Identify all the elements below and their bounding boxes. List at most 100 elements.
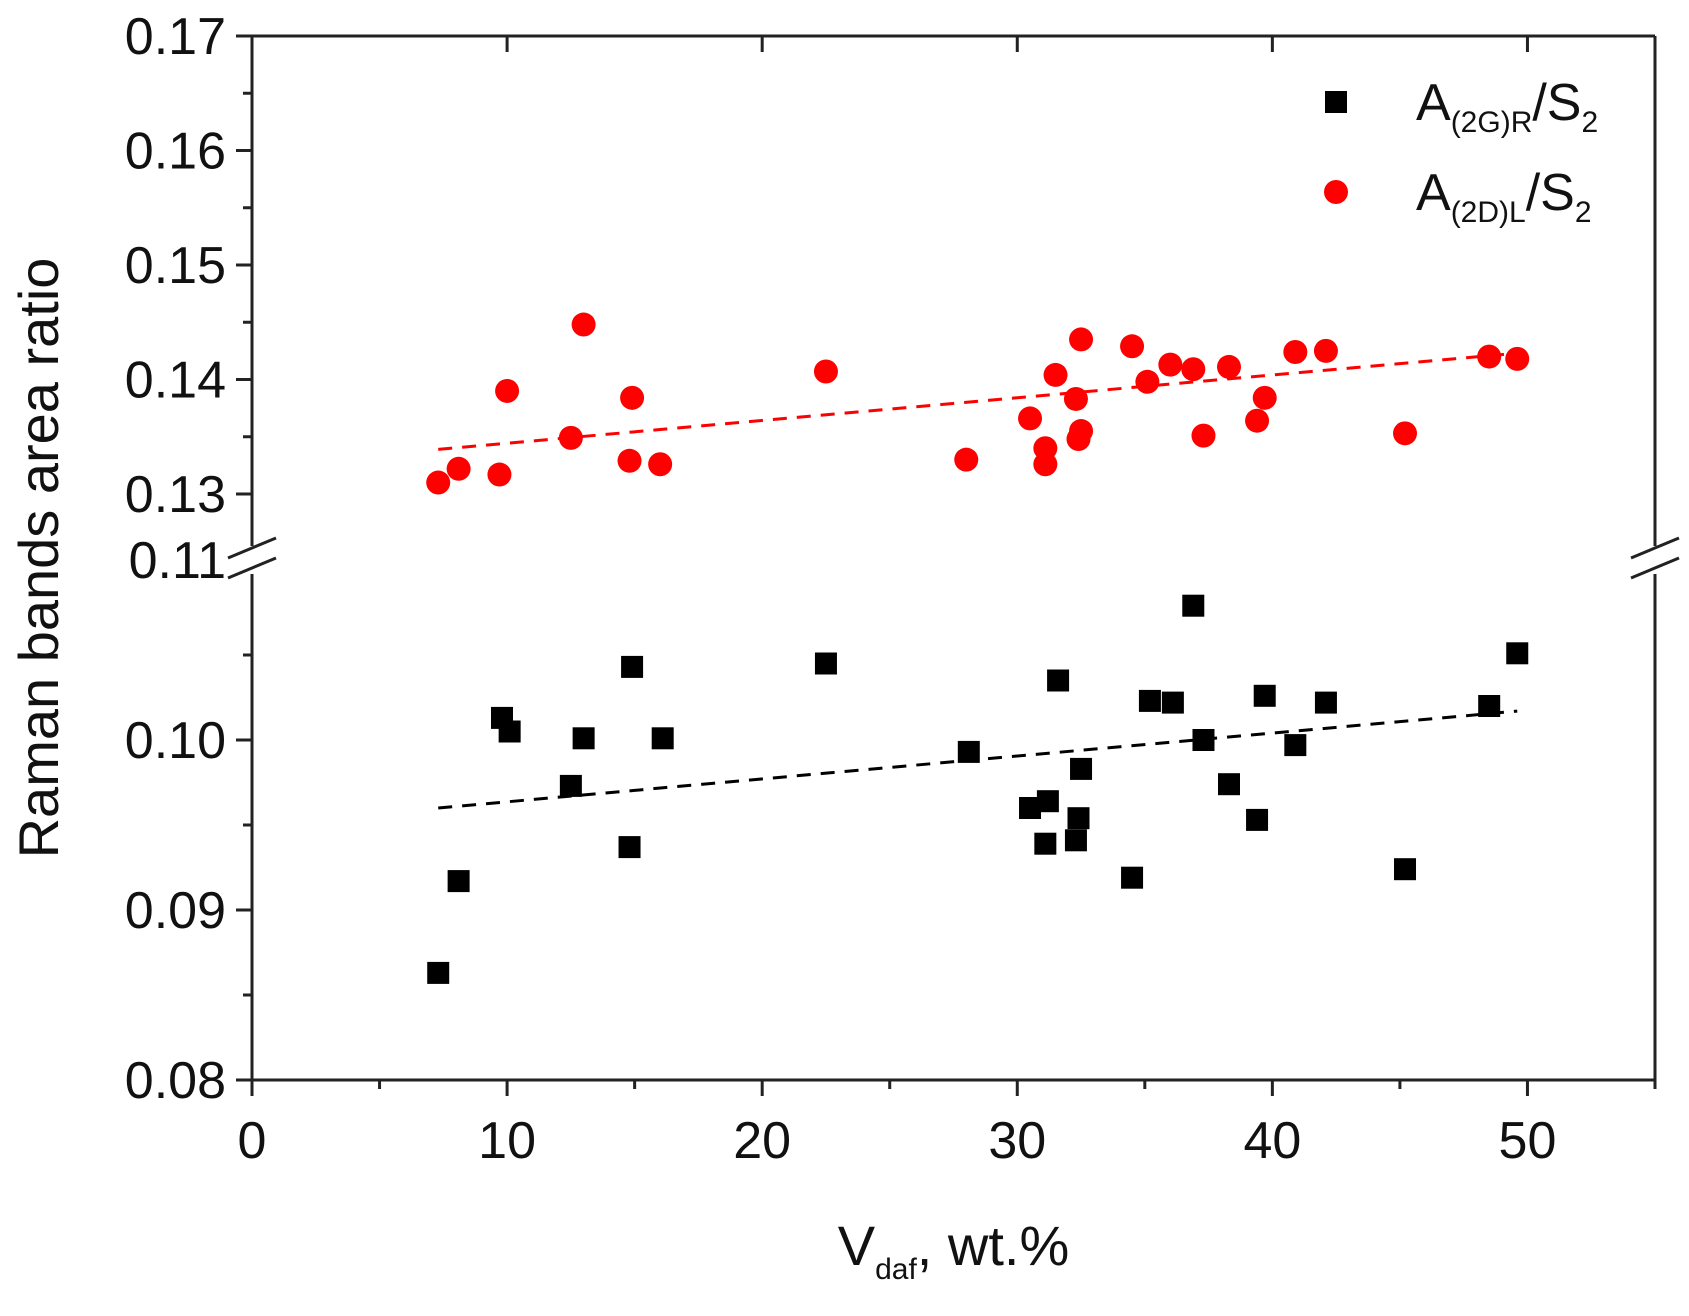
data-point-square	[1121, 866, 1144, 889]
x-tick-label: 10	[478, 1112, 536, 1170]
data-point-circle	[1063, 386, 1088, 411]
x-axis-title-suffix: , wt.%	[917, 1214, 1069, 1277]
left-axis-break-mark	[227, 556, 277, 580]
data-point-circle	[1313, 338, 1338, 363]
data-point-circle	[954, 447, 979, 472]
left-axis-break-mark	[227, 536, 277, 560]
data-point-square	[1019, 797, 1042, 819]
data-point-square	[1070, 757, 1093, 780]
data-point-circle	[620, 385, 645, 410]
data-point-square	[1067, 807, 1090, 830]
data-point-circle	[1191, 423, 1216, 448]
data-point-square	[1161, 691, 1184, 714]
data-point-circle	[495, 378, 520, 403]
right-axis-break-mark	[1630, 536, 1680, 560]
data-point-circle	[1505, 346, 1530, 371]
data-point-square	[1047, 669, 1070, 692]
legend-label-main: A	[1416, 74, 1451, 132]
legend-label: A(2D)L/S2	[1416, 164, 1592, 229]
y-tick-label: 0.17	[125, 8, 226, 66]
y-tick-label: 0.11	[129, 532, 226, 590]
data-points	[426, 312, 1530, 984]
right-axis-break-mark	[1630, 556, 1680, 580]
x-tick-label: 20	[733, 1112, 791, 1170]
data-point-circle	[571, 312, 596, 337]
legend-label-sub2: 2	[1575, 196, 1592, 229]
data-point-square	[1253, 684, 1276, 707]
x-axis-title-main: V	[838, 1214, 876, 1277]
data-point-square	[1394, 858, 1417, 881]
data-point-circle	[1252, 385, 1277, 410]
legend-label-sub2: 2	[1582, 106, 1599, 139]
data-point-circle	[648, 452, 673, 477]
data-point-square	[1478, 695, 1501, 717]
data-point-circle	[426, 470, 451, 495]
x-tick-label: 0	[238, 1112, 267, 1170]
data-point-circle	[1033, 436, 1058, 461]
legend-label-sub: (2G)R	[1451, 106, 1533, 139]
y-tick-label: 0.15	[125, 237, 226, 295]
axis-titles: Vdaf, wt.% Raman bands area ratio	[7, 258, 1069, 1286]
data-point-square	[498, 720, 521, 743]
data-point-square	[814, 652, 837, 675]
data-point-square	[1034, 832, 1057, 855]
data-point-circle	[446, 456, 471, 481]
data-point-circle	[1283, 340, 1308, 365]
data-point-circle	[1216, 354, 1241, 379]
data-point-square	[1217, 773, 1240, 796]
legend-label: A(2G)R/S2	[1416, 74, 1598, 139]
data-point-square	[1314, 691, 1337, 714]
data-point-square	[651, 727, 674, 750]
x-axis-title-sub: daf	[875, 1253, 917, 1286]
data-point-square	[1064, 829, 1087, 852]
fit-lines	[438, 351, 1518, 810]
legend-label-mid: /S	[1526, 164, 1575, 222]
data-point-circle	[1069, 419, 1094, 444]
data-point-square	[572, 727, 595, 750]
x-axis-title: Vdaf, wt.%	[838, 1214, 1070, 1286]
x-tick-label: 50	[1499, 1112, 1557, 1170]
data-point-square	[1182, 594, 1205, 617]
legend-label-sub: (2D)L	[1451, 196, 1526, 229]
data-point-square	[1284, 734, 1307, 757]
data-point-circle	[1393, 421, 1418, 446]
data-point-circle	[1043, 362, 1068, 387]
y-axis-title: Raman bands area ratio	[7, 258, 70, 859]
y-tick-label: 0.08	[125, 1052, 226, 1110]
data-point-square	[447, 870, 470, 893]
data-point-square	[1036, 790, 1059, 813]
legend-marker-circle	[1324, 180, 1348, 204]
data-point-square	[621, 655, 644, 678]
fit-line-red	[438, 351, 1518, 451]
axis-ticks: 0 10 20 30 40 50 0.11 0.13 0.14 0.15 0.16 0.17 0.08 0…	[125, 8, 1657, 1170]
data-point-square	[957, 740, 980, 763]
data-point-circle	[617, 448, 642, 473]
data-point-circle	[558, 425, 583, 450]
data-point-circle	[1477, 344, 1502, 369]
legend-label-mid: /S	[1532, 74, 1581, 132]
data-point-square	[1138, 689, 1161, 712]
y-tick-label: 0.10	[125, 712, 226, 770]
x-tick-label: 40	[1243, 1112, 1301, 1170]
legend-label-main: A	[1416, 164, 1451, 222]
data-point-circle	[1181, 357, 1206, 382]
legend-marker-square	[1325, 91, 1347, 113]
data-point-circle	[1120, 334, 1145, 359]
data-point-circle	[1158, 352, 1183, 377]
data-point-circle	[813, 359, 838, 384]
data-point-square	[559, 774, 582, 797]
legend: A(2G)R/S2A(2D)L/S2	[1324, 74, 1598, 229]
data-point-circle	[1069, 327, 1094, 352]
y-tick-label: 0.14	[125, 352, 226, 410]
data-point-circle	[1245, 408, 1270, 433]
data-point-square	[1246, 808, 1269, 831]
y-tick-label: 0.16	[125, 123, 226, 181]
plot-frame	[227, 34, 1680, 1082]
data-point-square	[427, 961, 450, 984]
data-point-circle	[1018, 406, 1043, 431]
x-tick-label: 30	[988, 1112, 1046, 1170]
data-point-square	[1192, 729, 1215, 751]
y-tick-label: 0.09	[125, 882, 226, 940]
data-point-square	[618, 836, 641, 859]
